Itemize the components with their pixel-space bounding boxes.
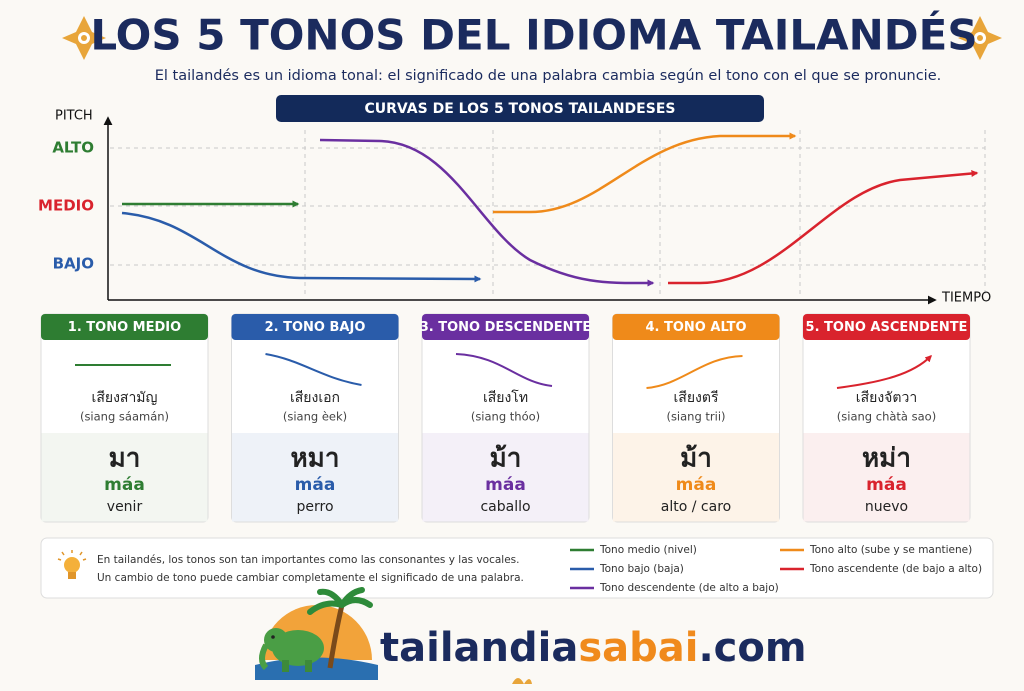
card-header bbox=[422, 314, 589, 340]
card-header bbox=[41, 314, 208, 340]
legend-label: Tono alto (sube y se mantiene) bbox=[809, 544, 972, 556]
card-heading: 2. TONO BAJO bbox=[265, 320, 366, 335]
romanization: (siang trii) bbox=[666, 410, 725, 424]
note-line: En tailandés, los tonos son tan importan… bbox=[97, 554, 520, 566]
brand-part: tailandia bbox=[380, 625, 578, 671]
card-example-bg bbox=[422, 433, 589, 522]
mini-curve bbox=[836, 355, 932, 389]
curve-low bbox=[121, 211, 482, 283]
curve-high bbox=[493, 132, 797, 214]
note-line: Un cambio de tono puede cambiar completa… bbox=[97, 572, 524, 584]
card-heading: 3. TONO DESCENDENTE bbox=[420, 320, 592, 335]
chart-banner bbox=[276, 95, 764, 122]
grid bbox=[110, 130, 986, 298]
brand-name: tailandiasabai.com bbox=[380, 625, 807, 671]
curve-falling bbox=[319, 138, 655, 287]
card-heading: 5. TONO ASCENDENTE bbox=[806, 320, 968, 335]
meaning: caballo bbox=[480, 499, 530, 515]
card-heading: 4. TONO ALTO bbox=[646, 320, 747, 335]
brand-part: sabai bbox=[578, 625, 698, 671]
meaning: perro bbox=[296, 499, 333, 515]
card-example-bg bbox=[613, 433, 779, 522]
legend-label: Tono bajo (baja) bbox=[599, 563, 684, 575]
tone-curves bbox=[121, 132, 979, 287]
romanization: (siang thóo) bbox=[471, 410, 540, 424]
mini-curve bbox=[455, 353, 553, 387]
level-label: MEDIO bbox=[38, 197, 94, 215]
x-axis-label: TIEMPO bbox=[941, 291, 991, 306]
lotus bbox=[512, 678, 532, 684]
level-label: BAJO bbox=[53, 255, 94, 273]
example-thai: ม้า bbox=[490, 444, 522, 474]
chart-banner-text: CURVAS DE LOS 5 TONOS TAILANDESES bbox=[365, 101, 676, 117]
brand-logo bbox=[255, 587, 378, 680]
mini-curve bbox=[265, 353, 362, 386]
card-example-bg bbox=[803, 433, 970, 522]
card-example-bg bbox=[41, 433, 208, 522]
example-thai: หม่า bbox=[862, 444, 911, 474]
legend: Tono medio (nivel) Tono bajo (baja) Tono d… bbox=[570, 544, 982, 594]
brand-part: .com bbox=[698, 625, 806, 671]
ornament-right bbox=[958, 16, 1002, 60]
meaning: venir bbox=[107, 499, 143, 515]
subtitle: El tailandés es un idioma tonal: el sign… bbox=[155, 68, 941, 84]
example-thai: มา bbox=[109, 444, 141, 474]
thai-name: เสียงจัตวา bbox=[856, 390, 917, 406]
note-box bbox=[40, 537, 994, 599]
curve-rising bbox=[668, 170, 979, 285]
example-roman: máa bbox=[866, 475, 907, 495]
example-roman: máa bbox=[104, 475, 145, 495]
meaning: alto / caro bbox=[661, 499, 731, 515]
thai-name: เสียงสามัญ bbox=[92, 390, 158, 406]
meaning: nuevo bbox=[865, 499, 908, 515]
tone-card: 5. TONO ASCENDENTE เสียงจัตวา (siang chàtà… bbox=[802, 313, 971, 523]
y-axis-label: PITCH bbox=[55, 109, 93, 124]
ornament-left bbox=[62, 16, 106, 60]
legend-label: Tono descendente (de alto a bajo) bbox=[599, 582, 779, 594]
card-header bbox=[612, 314, 780, 340]
example-thai: หมา bbox=[291, 444, 340, 474]
tone-card: 3. TONO DESCENDENTE เสียงโท (siang thóo) ม้… bbox=[420, 313, 592, 523]
example-thai: ม้า bbox=[680, 444, 712, 474]
thai-name: เสียงโท bbox=[483, 389, 528, 406]
example-roman: máa bbox=[676, 475, 717, 495]
tone-card: 1. TONO MEDIO เสียงสามัญ (siang sáamán) มาm… bbox=[40, 313, 209, 523]
level-label: ALTO bbox=[52, 139, 94, 157]
mini-curve bbox=[646, 355, 743, 389]
legend-label: Tono ascendente (de bajo a alto) bbox=[809, 563, 982, 575]
card-example-bg bbox=[232, 433, 398, 522]
romanization: (siang chàtà sao) bbox=[837, 410, 936, 424]
romanization: (siang èek) bbox=[283, 410, 347, 424]
example-roman: máa bbox=[485, 475, 526, 495]
card-header bbox=[803, 314, 970, 340]
card-header bbox=[231, 314, 399, 340]
thai-name: เสียงตรี bbox=[674, 390, 719, 406]
title: LOS 5 TONOS DEL IDIOMA TAILANDÉS bbox=[90, 10, 977, 60]
example-roman: máa bbox=[295, 475, 336, 495]
thai-name: เสียงเอก bbox=[290, 390, 340, 406]
card-heading: 1. TONO MEDIO bbox=[68, 320, 181, 335]
romanization: (siang sáamán) bbox=[80, 410, 169, 424]
bulb-icon bbox=[57, 550, 87, 579]
legend-label: Tono medio (nivel) bbox=[599, 544, 697, 556]
